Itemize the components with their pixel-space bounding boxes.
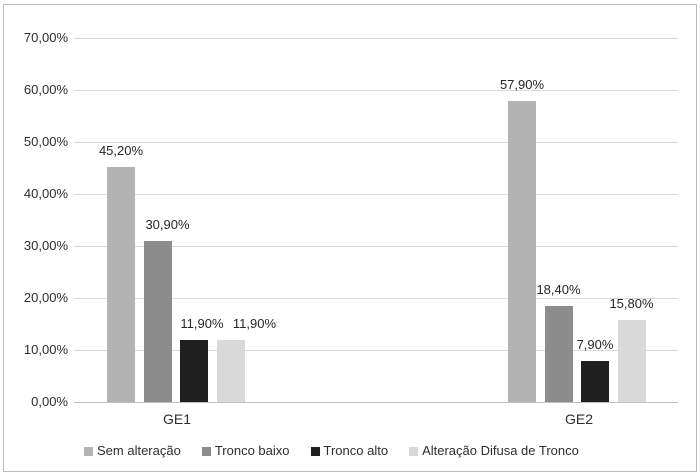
bar-value-label: 18,40% <box>536 282 581 298</box>
bar-value-label: 45,20% <box>98 142 144 158</box>
category-label: GE2 <box>564 411 593 427</box>
legend-item-label: Tronco baixo <box>214 443 290 458</box>
legend-item: Tronco alto <box>310 443 389 459</box>
bar-value-label: 15,80% <box>609 295 654 311</box>
bar <box>581 360 609 402</box>
bar <box>508 100 536 402</box>
legend-item: Alteração Difusa de Tronco <box>409 443 579 459</box>
bar-value-label: 11,90% <box>232 316 277 332</box>
legend-marker <box>84 446 93 456</box>
gridline <box>74 350 678 351</box>
legend-marker <box>409 446 419 456</box>
bar-value-label: 11,90% <box>180 316 224 332</box>
y-axis-tick-label: 10,00% <box>23 342 68 357</box>
y-axis-tick-label: 40,00% <box>23 186 68 201</box>
legend: Sem alteração Tronco baixo Tronco alto Alte… <box>84 442 579 460</box>
y-axis-tick-label: 20,00% <box>23 290 68 305</box>
y-axis-tick-label: 0,00% <box>31 394 68 409</box>
bar <box>216 340 245 402</box>
x-axis-line <box>74 402 678 403</box>
bar-value-label: 30,90% <box>145 217 190 233</box>
bar <box>143 241 172 402</box>
gridline <box>74 90 678 91</box>
bar <box>107 166 135 402</box>
y-axis-tick-label: 50,00% <box>23 134 68 149</box>
y-axis-tick-label: 70,00% <box>23 30 68 45</box>
legend-item-label: Sem alteração <box>97 443 181 458</box>
bar <box>180 340 208 402</box>
gridline <box>74 298 678 299</box>
legend-marker <box>201 446 211 456</box>
bar-value-label: 7,90% <box>576 336 614 352</box>
legend-item: Sem alteração <box>84 443 181 459</box>
legend-marker <box>310 446 320 456</box>
legend-item-label: Tronco alto <box>323 443 389 458</box>
gridline <box>74 194 678 195</box>
y-axis-tick-label: 30,00% <box>23 238 68 253</box>
category-label: GE1 <box>162 411 191 427</box>
bar <box>617 319 646 402</box>
bar-value-label: 57,90% <box>499 76 545 92</box>
y-axis-tick-label: 60,00% <box>23 82 68 97</box>
gridline <box>74 38 678 39</box>
legend-item-label: Alteração Difusa de Tronco <box>422 443 579 458</box>
gridline <box>74 246 678 247</box>
gridline <box>74 142 678 143</box>
chart-frame <box>3 4 697 472</box>
legend-item: Tronco baixo <box>201 443 290 459</box>
bar <box>544 306 573 402</box>
